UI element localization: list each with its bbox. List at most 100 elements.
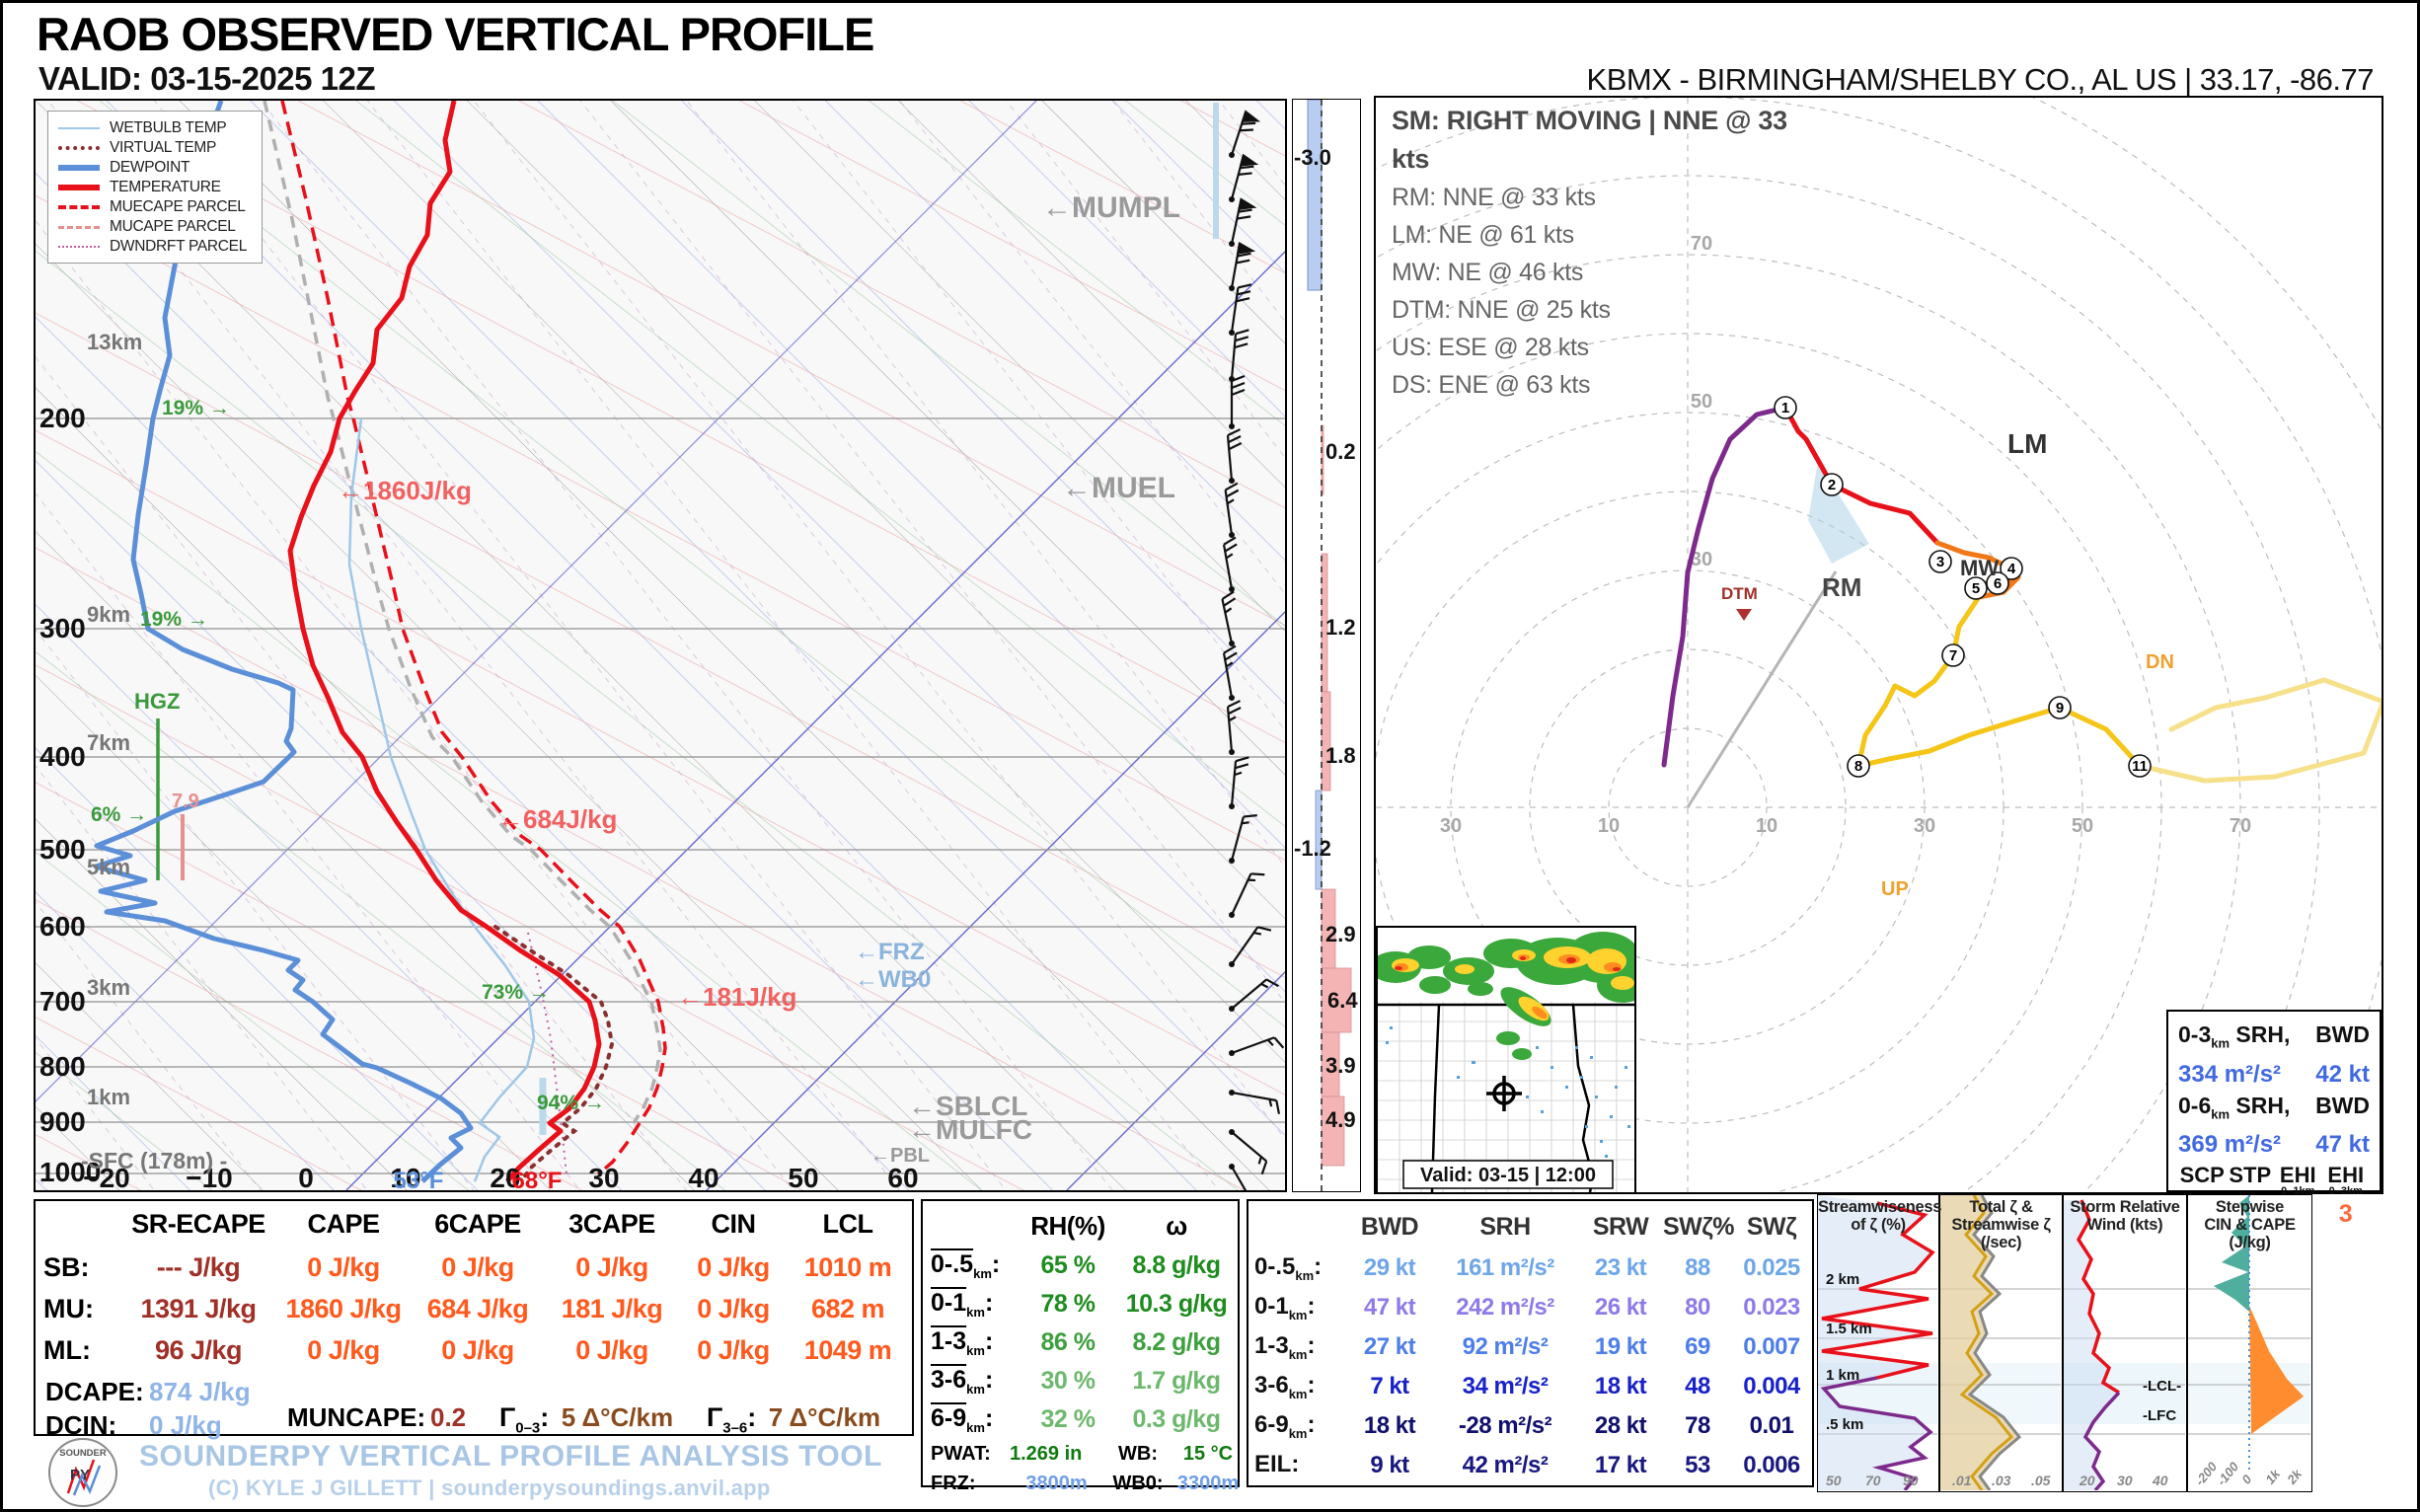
- legend-item: DWNDRFT PARCEL: [58, 237, 252, 257]
- cape6-value-label: ←684J/kg: [497, 804, 617, 834]
- svg-text:50: 50: [788, 1163, 818, 1190]
- srh-0-3-header: 0-3km SRH, BWD: [2178, 1021, 2370, 1051]
- thermo-row-ml: ML: 96 J/kg 0 J/kg 0 J/kg 0 J/kg 0 J/kg …: [43, 1334, 892, 1365]
- storm-motion-line: MW: NE @ 46 kts: [1392, 259, 1584, 286]
- svg-text:70: 70: [1865, 1473, 1881, 1488]
- total-zeta-line: [1967, 1195, 2022, 1490]
- svg-text:1: 1: [1781, 400, 1789, 416]
- svg-text:50: 50: [2072, 815, 2093, 837]
- srw-line-upper: [2076, 1199, 2120, 1395]
- sblcl-label: ←SBLCL: [908, 1091, 1027, 1121]
- svg-text:800: 800: [39, 1051, 86, 1082]
- dtm-marker-icon: [1736, 609, 1752, 621]
- valid-time: VALID: 03-15-2025 12Z: [38, 60, 376, 97]
- kinematics-row: 6-9km: 18 kt -28 m²/s² 28 kt 78 0.01: [1254, 1411, 1794, 1441]
- lfc-marker: -LFC: [2143, 1407, 2176, 1424]
- stepwise-cape-area: [2249, 1306, 2304, 1434]
- svg-text:30: 30: [588, 1163, 619, 1190]
- thermo-row-mu: MU: 1391 J/kg 1860 J/kg 684 J/kg 181 J/k…: [43, 1293, 885, 1323]
- hgz-label: HGZ: [134, 689, 180, 714]
- svg-text:1.2: 1.2: [1325, 615, 1356, 640]
- svg-text:9: 9: [2056, 700, 2064, 717]
- temperature-line: [287, 100, 602, 1183]
- srh-bwd-box: 0-3km SRH, BWD 334 m²/s² 42 kt 0-6km SRH,…: [2166, 1010, 2382, 1228]
- svg-text:1 km: 1 km: [1826, 1367, 1859, 1384]
- legend-item: MUCAPE PARCEL: [58, 217, 252, 237]
- moisture-row: 1-3km: 86 % 8.2 g/kg: [931, 1327, 1221, 1358]
- skewt-background-grid: [3, 96, 2161, 1191]
- mulfc-label: ←MULFC: [908, 1114, 1032, 1145]
- pbl-label: ←PBL: [870, 1145, 930, 1167]
- rm-label: RM: [1822, 572, 1861, 602]
- lcl-marker: -LCL-: [2143, 1378, 2181, 1395]
- trace-low: [1855, 594, 2143, 769]
- svg-text:60: 60: [887, 1163, 918, 1190]
- advection-values: -3.0 0.2 1.2 1.8 -1.2 2.9 6.4 3.9 4.9: [1294, 145, 1358, 1132]
- muncape-label: MUNCAPE:: [287, 1402, 426, 1432]
- downdraft-parcel-line: [527, 932, 567, 1175]
- wetbulb-line: [347, 417, 536, 1182]
- trace-upper: [1661, 405, 1788, 768]
- wind-barb-column: [1219, 111, 1285, 1218]
- dcape-value: 874 J/kg: [149, 1377, 251, 1406]
- trace-mid-upper: [1782, 405, 1940, 546]
- svg-text:10: 10: [1598, 815, 1620, 837]
- moisture-row: 6-9km: 32 % 0.3 g/kg: [931, 1404, 1221, 1435]
- map-valid-label: Valid: 03-15 | 12:00: [1420, 1165, 1596, 1186]
- wetbulb-line-sample: [58, 127, 100, 129]
- srw-line-lower: [2082, 1391, 2121, 1490]
- legend-item: VIRTUAL TEMP: [58, 138, 252, 158]
- svg-text:0: 0: [2238, 1472, 2255, 1487]
- srh-0-6-header: 0-6km SRH, BWD: [2178, 1092, 2370, 1122]
- total-zeta-panel: Total ζ & Streamwise ζ (/sec) .01 .03 .05: [1939, 1194, 2063, 1492]
- temp-axis-labels: −20 −10 0 10 20 30 40 50 60: [83, 1163, 918, 1193]
- sounderpy-logo: SOUNDER PY: [46, 1436, 119, 1509]
- dewpoint-line-sample: [58, 165, 100, 171]
- svg-text:5km: 5km: [87, 855, 130, 879]
- svg-text:7km: 7km: [87, 730, 130, 755]
- height-axis-labels: 13km 9km 7km 5km 3km 1km: [87, 330, 142, 1109]
- trace-downdraft: [2137, 677, 2382, 784]
- mucape-parcel-line: [263, 100, 662, 1124]
- skewt-chart: 200 300 400 500 600 700 800 900 1000 13k…: [3, 96, 2161, 1218]
- storm-motion-headline: SM: RIGHT MOVING | NNE @ 33 kts: [1392, 106, 1787, 174]
- svg-text:1.8: 1.8: [1325, 743, 1356, 768]
- hodograph-panel: 30 10 10 30 50 70 30 50 70 1 2: [1374, 96, 2383, 1194]
- svg-text:.05: .05: [2031, 1473, 2051, 1488]
- temperature-advection-column: -3.0 0.2 1.2 1.8 -1.2 2.9 6.4 3.9 4.9: [1292, 99, 1361, 1192]
- svg-text:2.9: 2.9: [1325, 922, 1356, 946]
- svg-text:SOUNDER: SOUNDER: [59, 1448, 107, 1459]
- radar-map: Valid: 03-15 | 12:00: [1376, 928, 1648, 1192]
- svg-text:-200: -200: [2192, 1459, 2221, 1488]
- svg-text:6.4: 6.4: [1327, 988, 1358, 1013]
- moisture-row: 0-1km: 78 % 10.3 g/kg: [931, 1289, 1228, 1320]
- svg-text:300: 300: [39, 613, 86, 643]
- svg-text:2k: 2k: [2284, 1466, 2306, 1487]
- station-crosshair-icon: [1486, 1076, 1522, 1111]
- streamwiseness-fill: [1818, 1195, 1932, 1490]
- svg-text:.5 km: .5 km: [1826, 1416, 1863, 1433]
- streamwiseness-line-upper: [1821, 1201, 1935, 1380]
- surface-temp-label: 68°F: [512, 1168, 563, 1190]
- mucape-value-label: ←1860J/kg: [338, 476, 472, 505]
- kinematics-row-eil: EIL: 9 kt 42 m²/s² 17 kt 53 0.006: [1254, 1451, 1800, 1478]
- dcin-label: DCIN:: [45, 1410, 117, 1440]
- dcape-label: DCAPE:: [45, 1377, 144, 1406]
- radar-echoes: [1376, 932, 1648, 1158]
- svg-text:3km: 3km: [87, 975, 130, 1000]
- streamwiseness-line-lower: [1820, 1376, 1933, 1490]
- kinematics-table: BWD SRH SRW SWζ% SWζ 0-.5km: 29 kt 161 m…: [1247, 1199, 1814, 1487]
- svg-text:700: 700: [39, 986, 86, 1017]
- svg-text:2: 2: [1828, 477, 1836, 493]
- srw-fill: [2064, 1200, 2119, 1490]
- up-label: UP: [1881, 878, 1909, 900]
- svg-text:500: 500: [39, 834, 86, 865]
- svg-text:94% →: 94% →: [537, 1092, 605, 1114]
- storm-motion-line: US: ESE @ 28 kts: [1392, 334, 1589, 361]
- svg-text:50: 50: [1691, 391, 1712, 413]
- svg-text:−10: −10: [186, 1163, 233, 1190]
- svg-text:3.9: 3.9: [1325, 1053, 1356, 1078]
- virtual-temp-line-sample: [58, 146, 100, 150]
- thermo-header-row: SR-ECAPE CAPE 6CAPE 3CAPE CIN LCL: [131, 1208, 873, 1239]
- lm-label: LM: [2007, 428, 2047, 459]
